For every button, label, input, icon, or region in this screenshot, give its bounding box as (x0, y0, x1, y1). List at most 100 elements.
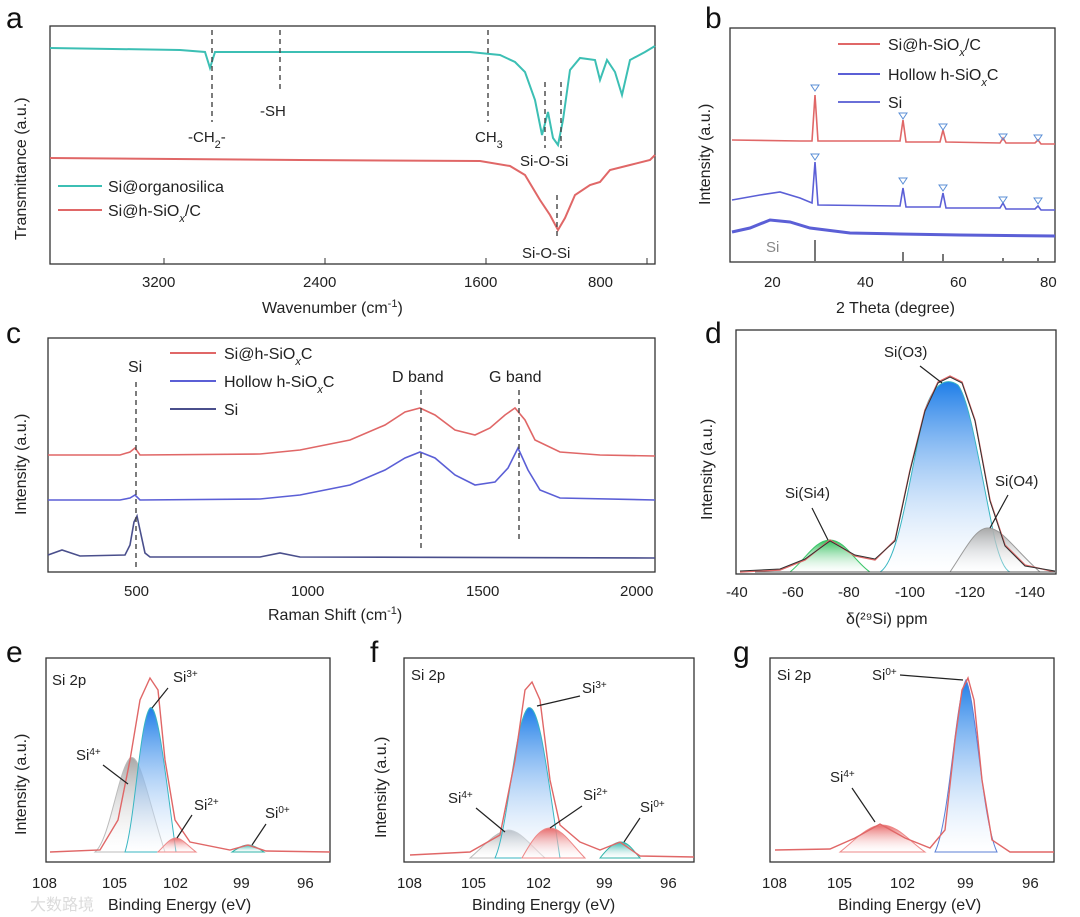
annotation-siosi-top: Si-O-Si (520, 153, 568, 170)
x-tick-label: 1500 (466, 583, 499, 600)
panel-b-frame (729, 27, 1056, 263)
x-axis-label-f: Binding Energy (eV) (472, 897, 615, 914)
annotation-e-si2: Si2+ (194, 797, 219, 815)
x-tick-label: 105 (461, 875, 486, 892)
peak-marker-icon (898, 177, 908, 185)
panel-f-frame (403, 657, 695, 863)
arrow-e-si4 (102, 764, 129, 785)
fit-envelope-e (49, 676, 331, 853)
x-tick-label: 108 (762, 875, 787, 892)
annotation-g-band: G band (489, 369, 541, 386)
x-tick-label: 96 (1022, 875, 1039, 892)
arrow-f-si0 (623, 817, 641, 843)
x-axis-label-b: 2 Theta (degree) (836, 300, 955, 317)
arrow-e-si2 (176, 814, 193, 839)
panel-e-frame (45, 657, 331, 863)
annotation-sh: -SH (260, 103, 286, 120)
series-si-organosilica-line (49, 45, 656, 148)
fit-envelope-f (409, 680, 695, 858)
annotation-si-raman: Si (128, 359, 142, 376)
annotation-d-band: D band (392, 369, 444, 386)
panel-c-letter: c (6, 317, 21, 350)
peak-markers-b (810, 84, 1043, 205)
peak-marker-icon (938, 123, 948, 131)
series-si-h-siox-c-raman (48, 406, 656, 457)
panel-e-letter: e (6, 636, 23, 669)
legend-c-label-1: Si@h-SiOxC (224, 346, 312, 368)
raw-data-d (739, 376, 1056, 572)
arrow-si-si4 (811, 507, 829, 541)
x-axis-label-a: Wavenumber (cm-1) (262, 298, 403, 317)
legend-a-label-1: Si@organosilica (108, 179, 224, 196)
series-si-raman (47, 513, 656, 559)
panel-f-letter: f (370, 636, 379, 669)
legend-a-label-2: Si@h-SiOx/C (108, 203, 201, 225)
y-axis-label-a: Transmittance (a.u.) (13, 97, 30, 240)
arrow-e-si3 (151, 687, 169, 709)
legend-b-label-3: Si (888, 95, 902, 112)
x-tick-label: 800 (588, 274, 613, 291)
x-tick-label: -140 (1015, 584, 1045, 601)
x-tick-label: 1600 (464, 274, 497, 291)
x-tick-label: 102 (526, 875, 551, 892)
panel-d-letter: d (705, 317, 722, 350)
x-tick-label: 99 (596, 875, 613, 892)
panel-d: d Si(O3) Si(Si4) Si(O4) -40 -60 -80 -100… (699, 317, 1057, 628)
arrow-g-si4 (851, 787, 876, 823)
legend-b-label-2: Hollow h-SiOxC (888, 67, 998, 89)
panel-g-frame (769, 657, 1055, 863)
x-ticks-f: 108 105 102 99 96 (397, 875, 677, 892)
x-tick-label: 105 (102, 875, 127, 892)
panel-d-frame (735, 329, 1057, 575)
annotation-f-si2: Si2+ (583, 787, 608, 805)
peak-marker-icon (998, 196, 1008, 204)
panel-a-letter: a (6, 2, 23, 35)
annotation-e-si0: Si0+ (265, 805, 290, 823)
x-ticks-d: -40 -60 -80 -100 -120 -140 (726, 584, 1045, 601)
annotation-ch3: CH3 (475, 129, 503, 151)
annotation-ch2: -CH2- (188, 129, 226, 151)
watermark: 大数路境 (30, 895, 94, 914)
x-ticks-c: 500 1000 1500 2000 (124, 583, 653, 600)
component-si-o4 (949, 527, 1042, 573)
legend-a: Si@organosilica Si@h-SiOx/C (58, 179, 224, 225)
arrow-f-si2 (549, 805, 583, 829)
x-tick-label: -120 (955, 584, 985, 601)
x-ticks-b: 20 40 60 80 (764, 274, 1057, 291)
annotation-e-si4: Si4+ (76, 747, 101, 765)
component-e-si3 (124, 707, 177, 853)
y-axis-label-d: Intensity (a.u.) (699, 419, 716, 520)
x-axis-label-d: δ(²⁹Si) ppm (846, 611, 928, 628)
annotation-siosi-bottom: Si-O-Si (522, 245, 570, 262)
y-axis-label-e: Intensity (a.u.) (13, 734, 30, 835)
annotation-e-si2p: Si 2p (52, 672, 86, 689)
x-tick-label: 1000 (291, 583, 324, 600)
x-axis-label-e: Binding Energy (eV) (108, 897, 251, 914)
panel-g-letter: g (733, 636, 750, 669)
legend-c-label-2: Hollow h-SiOxC (224, 374, 334, 396)
annotation-si-o4: Si(O4) (995, 473, 1038, 490)
annotation-e-si3: Si3+ (173, 669, 198, 687)
legend-b: Si@h-SiOx/C Hollow h-SiOxC Si (838, 37, 998, 112)
x-tick-label: -60 (782, 584, 804, 601)
x-ticks-g: 108 105 102 99 96 (762, 875, 1039, 892)
x-tick-label: 2000 (620, 583, 653, 600)
x-tick-label: 60 (950, 274, 967, 291)
x-tick-label: 105 (827, 875, 852, 892)
fit-envelope-g (774, 676, 1054, 853)
legend-c: Si@h-SiOxC Hollow h-SiOxC Si (170, 346, 334, 419)
series-si-h-siox-c-xrd (731, 94, 1055, 145)
annotation-g-si0: Si0+ (872, 667, 897, 685)
annotation-si-ref: Si (766, 239, 779, 256)
component-f-si0 (598, 841, 642, 859)
x-tick-label: 500 (124, 583, 149, 600)
x-tick-label: 3200 (142, 274, 175, 291)
arrow-si-o4 (989, 494, 1009, 529)
x-tick-label: 96 (297, 875, 314, 892)
x-tick-label: 99 (233, 875, 250, 892)
legend-c-label-3: Si (224, 402, 238, 419)
si-reference-lines (814, 240, 1039, 262)
peak-marker-icon (938, 184, 948, 192)
x-tick-label: 102 (163, 875, 188, 892)
